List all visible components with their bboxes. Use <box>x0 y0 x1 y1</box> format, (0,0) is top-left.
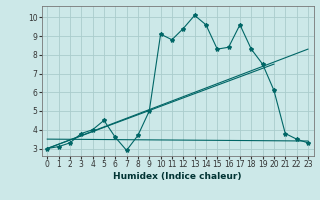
X-axis label: Humidex (Indice chaleur): Humidex (Indice chaleur) <box>113 172 242 181</box>
